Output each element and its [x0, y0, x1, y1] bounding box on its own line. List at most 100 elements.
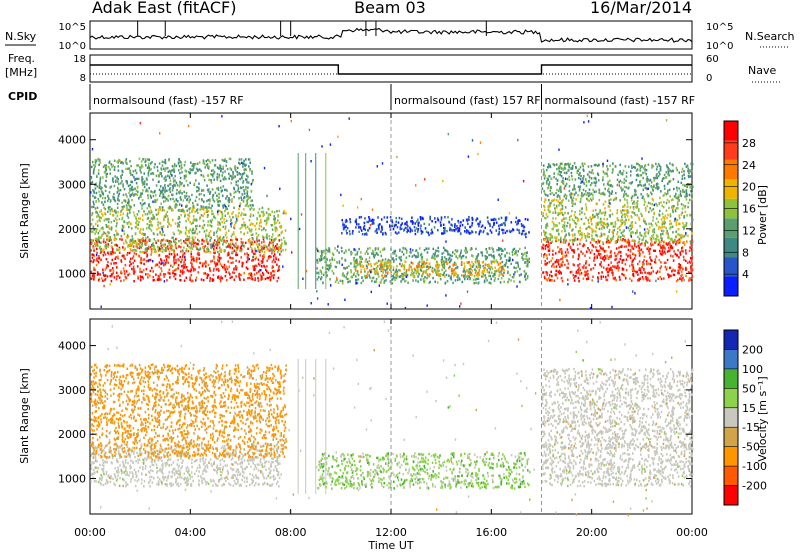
data-cell [470, 272, 473, 275]
data-cell [216, 194, 218, 197]
data-cell [669, 219, 671, 223]
data-cell [137, 177, 140, 180]
data-cell [473, 274, 476, 278]
data-cell [160, 244, 162, 247]
data-cell [633, 239, 635, 242]
data-cell [281, 242, 283, 245]
data-cell [206, 250, 209, 253]
data-cell [284, 242, 286, 245]
data-cell [244, 224, 246, 227]
data-cell [674, 238, 676, 241]
data-cell [117, 274, 119, 277]
data-cell [92, 260, 94, 264]
data-cell [149, 258, 152, 262]
data-cell [675, 221, 678, 224]
data-cell [185, 249, 187, 253]
data-cell [274, 260, 276, 264]
data-cell [422, 217, 424, 221]
data-cell [175, 268, 178, 271]
data-cell [105, 166, 108, 169]
data-cell [407, 225, 409, 228]
data-cell [136, 185, 139, 188]
data-cell [449, 254, 451, 257]
data-cell [213, 251, 215, 254]
data-cell [251, 170, 253, 173]
data-cell [669, 245, 672, 248]
data-cell [367, 252, 369, 255]
data-cell [222, 185, 225, 188]
data-cell [224, 226, 227, 229]
data-cell [399, 275, 401, 278]
data-cell [441, 258, 443, 261]
data-cell [191, 193, 193, 197]
data-cell [224, 268, 227, 271]
data-cell [209, 279, 211, 283]
data-cell [108, 207, 110, 211]
data-cell [236, 253, 239, 257]
data-cell [159, 249, 162, 252]
data-cell [220, 264, 223, 267]
data-cell [428, 266, 430, 269]
data-cell [185, 195, 188, 198]
data-cell [571, 238, 574, 242]
data-cell [561, 205, 564, 208]
data-cell [166, 245, 169, 248]
data-cell [150, 229, 153, 232]
data-cell [203, 179, 206, 182]
data-cell [506, 229, 508, 233]
data-cell [670, 199, 673, 202]
data-cell [124, 257, 126, 261]
data-cell [493, 257, 495, 260]
data-cell [212, 212, 214, 215]
data-cell [460, 263, 463, 267]
data-cell [546, 271, 549, 274]
data-cell [667, 246, 670, 249]
data-cell [271, 241, 273, 245]
data-cell [597, 222, 600, 225]
data-cell [342, 228, 345, 231]
data-cell [382, 269, 385, 272]
data-cell [240, 241, 243, 244]
data-cell [457, 229, 460, 232]
data-cell [105, 185, 107, 188]
data-cell [177, 229, 180, 232]
data-cell [115, 261, 117, 265]
data-cell [564, 241, 567, 244]
data-cell [140, 171, 142, 174]
data-cell [415, 249, 418, 252]
data-cell [104, 253, 107, 256]
data-cell [271, 228, 274, 231]
data-cell [132, 211, 135, 214]
data-cell [453, 229, 455, 232]
data-cell [240, 196, 242, 199]
data-cell [202, 161, 205, 165]
data-cell [184, 266, 186, 269]
data-cell [420, 224, 422, 227]
data-cell [175, 192, 178, 195]
data-cell [107, 264, 109, 268]
data-cell [213, 267, 215, 271]
data-cell [270, 271, 272, 275]
data-cell [395, 216, 397, 220]
data-cell [400, 227, 403, 230]
data-cell [241, 176, 243, 179]
data-cell [470, 267, 472, 271]
data-cell [190, 270, 192, 273]
data-cell [217, 258, 219, 262]
data-cell [208, 267, 211, 270]
data-cell [488, 253, 490, 257]
data-cell [332, 272, 335, 275]
data-cell [524, 233, 526, 236]
data-cell [662, 251, 665, 254]
data-cell [213, 200, 216, 203]
data-cell [225, 240, 227, 244]
data-cell [321, 254, 323, 257]
data-cell [419, 227, 422, 230]
data-cell [241, 223, 243, 227]
data-cell [159, 172, 161, 175]
data-cell [642, 219, 645, 222]
data-cell [208, 159, 210, 162]
data-cell [249, 223, 251, 227]
data-cell [126, 180, 128, 183]
data-cell [133, 248, 136, 252]
